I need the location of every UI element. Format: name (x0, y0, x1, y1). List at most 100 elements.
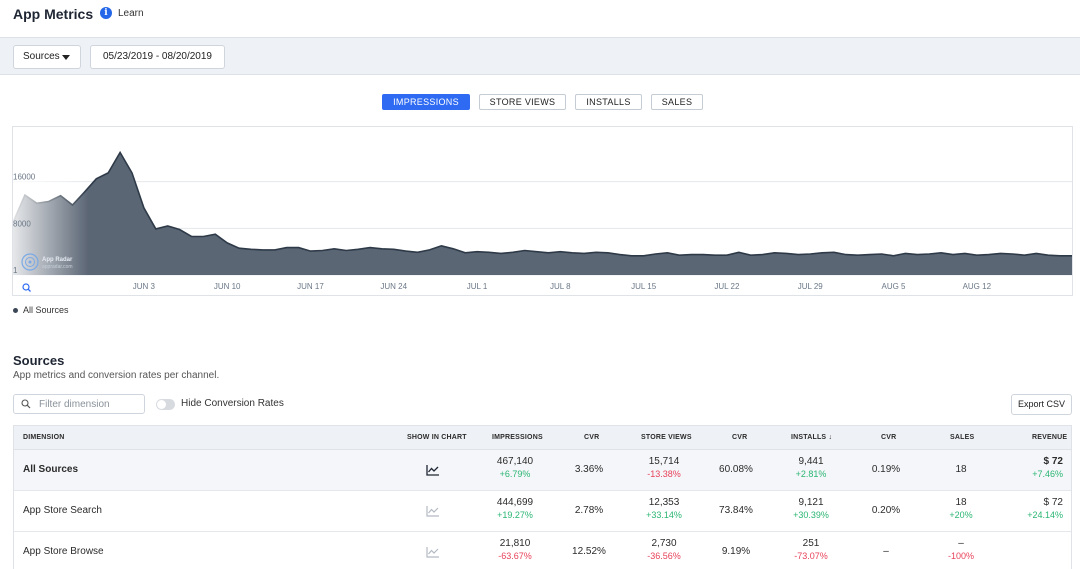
sources-dropdown[interactable]: Sources (13, 45, 81, 69)
x-tick-label: JUN 10 (214, 282, 241, 291)
installs-delta: +30.39% (793, 510, 829, 520)
x-tick-label: JUL 29 (798, 282, 824, 291)
info-icon[interactable]: i (100, 7, 112, 19)
sources-title: Sources (13, 353, 65, 368)
installs-cell: 9,441 +2.81% (781, 456, 841, 479)
installs-cell: 9,121 +30.39% (781, 497, 841, 520)
row-dimension: All Sources (23, 464, 79, 475)
col-cvr-3[interactable]: CVR (881, 434, 897, 441)
toggle-knob (157, 400, 166, 409)
revenue-delta: +24.14% (1027, 510, 1063, 520)
app-header: App Metrics i Learn (0, 0, 1080, 37)
impressions-cell: 444,699 +19.27% (485, 497, 545, 520)
cvr-cell: 2.78% (574, 505, 604, 516)
row-dimension: App Store Browse (23, 546, 104, 557)
sort-desc-icon: ↓ (828, 434, 833, 441)
tab-impressions[interactable]: IMPRESSIONS (382, 94, 470, 110)
line-chart-icon[interactable] (426, 547, 440, 558)
chart-legend[interactable]: All Sources (13, 305, 69, 315)
revenue-delta: +7.46% (1032, 469, 1063, 479)
x-tick-label: AUG 5 (882, 282, 907, 291)
line-chart-icon[interactable] (426, 465, 440, 476)
tab-store-views[interactable]: STORE VIEWS (479, 94, 566, 110)
app-radar-watermark: App Radar appradar.com (21, 253, 73, 271)
row-dimension: App Store Search (23, 505, 102, 516)
table-row: App Store Search 444,699 +19.27% 2.78% 12… (14, 491, 1071, 532)
sales-value: 18 (955, 497, 967, 508)
table-row: All Sources 467,140 +6.79% 3.36% 15,714 -1… (14, 450, 1071, 491)
cvr-cell: 0.19% (871, 464, 901, 475)
col-revenue[interactable]: REVENUE (1032, 434, 1068, 441)
date-range-picker[interactable]: 05/23/2019 - 08/20/2019 (90, 45, 225, 69)
installs-value: 9,441 (798, 456, 824, 467)
y-tick-label: 8000 (13, 219, 31, 228)
store-views-value: 15,714 (648, 456, 680, 467)
store-views-value: 2,730 (651, 538, 677, 549)
impressions-value: 21,810 (499, 538, 531, 549)
caret-down-icon (62, 55, 70, 60)
tab-installs[interactable]: INSTALLS (575, 94, 642, 110)
impressions-chart[interactable]: 1 8000 16000 JUN 3 JUN 10 JUN 17 JUN 24 JUL 1 J… (12, 126, 1073, 296)
x-tick-label: JUL 8 (550, 282, 571, 291)
learn-link[interactable]: Learn (118, 8, 144, 19)
hide-cvr-label: Hide Conversion Rates (181, 398, 284, 409)
impressions-delta: -63.67% (498, 551, 532, 561)
legend-dot-icon (13, 308, 18, 314)
impressions-delta: +19.27% (497, 510, 533, 520)
chart-canvas: 1 8000 16000 JUN 3 JUN 10 JUN 17 JUN 24 JUL 1 J… (13, 127, 1072, 292)
legend-label: All Sources (23, 305, 69, 315)
cvr-cell: 3.36% (574, 464, 604, 475)
col-cvr-2[interactable]: CVR (732, 434, 748, 441)
sources-dropdown-label: Sources (23, 51, 60, 62)
store-views-value: 12,353 (648, 497, 680, 508)
store-views-delta: -13.38% (647, 469, 681, 479)
line-chart-icon[interactable] (426, 506, 440, 517)
watermark-brand: App Radar (42, 257, 73, 263)
impressions-value: 444,699 (496, 497, 534, 508)
sales-delta: -100% (947, 551, 974, 561)
cvr-cell: – (883, 546, 889, 557)
hide-cvr-toggle[interactable] (156, 399, 175, 410)
col-installs[interactable]: INSTALLS ↓ (791, 434, 832, 441)
x-tick-label: JUN 24 (380, 282, 407, 291)
impressions-delta: +6.79% (499, 469, 531, 479)
col-cvr-1[interactable]: CVR (584, 434, 600, 441)
x-tick-label: JUL 15 (631, 282, 657, 291)
impressions-cell: 467,140 +6.79% (485, 456, 545, 479)
filter-bar: Sources 05/23/2019 - 08/20/2019 (0, 37, 1080, 75)
table-header: DIMENSION SHOW IN CHART IMPRESSIONS CVR … (14, 426, 1071, 450)
chart-fade-overlay (13, 127, 88, 277)
zoom-icon[interactable] (22, 283, 31, 292)
y-tick-label: 1 (13, 266, 18, 275)
x-tick-label: AUG 12 (963, 282, 992, 291)
cvr-cell: 0.20% (871, 505, 901, 516)
store-views-delta: +33.14% (646, 510, 682, 520)
cvr-cell: 9.19% (721, 546, 751, 557)
store-views-cell: 2,730 -36.56% (634, 538, 694, 561)
installs-value: 9,121 (798, 497, 824, 508)
series-area-all-sources[interactable] (13, 152, 1072, 276)
impressions-cell: 21,810 -63.67% (485, 538, 545, 561)
export-csv-button[interactable]: Export CSV (1011, 394, 1072, 415)
col-dimension[interactable]: DIMENSION (23, 434, 65, 441)
col-store-views[interactable]: STORE VIEWS (641, 434, 692, 441)
sales-value: – (958, 538, 964, 549)
col-show-in-chart: SHOW IN CHART (407, 434, 467, 441)
watermark-url: appradar.com (42, 264, 73, 270)
filter-dimension-input[interactable] (13, 394, 145, 414)
sales-cell: 18 +20% (941, 497, 981, 520)
store-views-cell: 12,353 +33.14% (634, 497, 694, 520)
y-tick-label: 16000 (13, 173, 36, 182)
col-sales[interactable]: SALES (950, 434, 975, 441)
impressions-value: 467,140 (496, 456, 534, 467)
installs-delta: +2.81% (795, 469, 827, 479)
search-icon (21, 399, 31, 409)
x-tick-label: JUN 3 (133, 282, 156, 291)
tab-sales[interactable]: SALES (651, 94, 703, 110)
revenue-value: $ 72 (1043, 456, 1063, 467)
sales-cell: – -100% (941, 538, 981, 561)
cvr-cell: 12.52% (572, 546, 606, 557)
installs-delta: -73.07% (794, 551, 828, 561)
store-views-cell: 15,714 -13.38% (634, 456, 694, 479)
col-impressions[interactable]: IMPRESSIONS (492, 434, 543, 441)
